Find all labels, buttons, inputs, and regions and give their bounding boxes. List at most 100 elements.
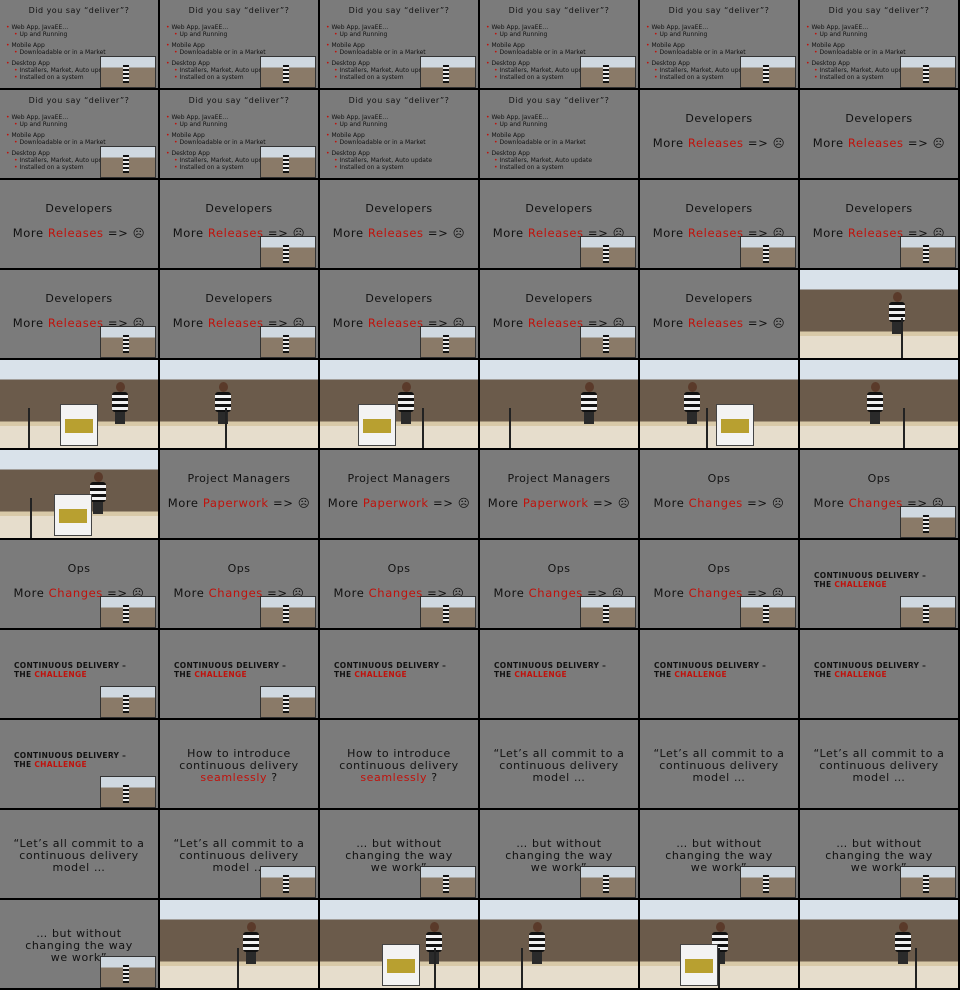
bullet-item: Downloadable or in a Market [326, 49, 432, 56]
slide-title: Developers [205, 202, 273, 215]
microphone-stand [434, 948, 436, 988]
highlight-word: Releases [47, 316, 104, 330]
slide-title: Developers [205, 292, 273, 305]
speaker-inset-thumbnail [740, 866, 796, 898]
speaker-legs [218, 412, 228, 424]
challenge-line1: CONTINUOUS DELIVERY – [494, 661, 607, 670]
commit-l1: “Let’s all commit to a [13, 837, 145, 850]
speaker-head [893, 292, 902, 302]
video-frame: Developers More Releases => ☹ [800, 90, 958, 178]
speaker-shirt [581, 392, 597, 412]
video-frame [640, 360, 798, 448]
sad-face-tail: => ☹ [747, 136, 786, 150]
slide-title: Developers [365, 202, 433, 215]
commit-text: “Let’s all commit to a continuous deliver… [4, 838, 154, 874]
conference-banner [680, 944, 718, 986]
slide-title: Developers [845, 112, 913, 125]
commit-l1: “Let’s all commit to a [813, 747, 945, 760]
speaker-inset-thumbnail [420, 866, 476, 898]
challenge-the: THE [494, 669, 512, 679]
video-frame: Did you say “deliver”? Web App, JavaEE…Up… [320, 90, 478, 178]
speaker-legs [870, 412, 880, 424]
video-frame [320, 900, 478, 988]
challenge-line2: THE CHALLENGE [14, 670, 126, 680]
video-frame: How to introduce continuous delivery seaml… [320, 720, 478, 808]
commit-l1: “Let’s all commit to a [493, 747, 625, 760]
commit-l3: model … [532, 771, 586, 784]
challenge-line1: CONTINUOUS DELIVERY – [334, 661, 447, 670]
slide-title: Did you say “deliver”? [828, 6, 930, 15]
video-frame: Ops More Changes => ☹ [320, 540, 478, 628]
bullet-item: Downloadable or in a Market [326, 139, 432, 146]
introduce-l2: continuous delivery [339, 759, 459, 772]
video-frame: CONTINUOUS DELIVERY – THE CHALLENGE [0, 630, 158, 718]
video-frame: Developers More Releases => ☹ [320, 270, 478, 358]
speaker-shirt [112, 392, 128, 412]
bullet-item: Desktop App [486, 60, 592, 67]
video-frame: Ops More Changes => ☹ [640, 450, 798, 538]
video-frame: “Let’s all commit to a continuous deliver… [0, 810, 158, 898]
video-frame: … but without changing the way we work” [800, 810, 958, 898]
bullet-item: Desktop App [806, 60, 912, 67]
more-label: More [653, 496, 685, 510]
bullet-item: Installers, Market, Auto update [6, 157, 112, 164]
speaker-figure [684, 382, 700, 424]
bullet-item: Up and Running [646, 31, 752, 38]
bullet-item: Up and Running [326, 121, 432, 128]
challenge-heading: CONTINUOUS DELIVERY – THE CHALLENGE [174, 661, 286, 679]
speaker-shirt [215, 392, 231, 412]
sad-face-tail: => ☹ [907, 136, 946, 150]
bullet-item: Installers, Market, Auto update [6, 67, 112, 74]
video-frame: Ops More Changes => ☹ [160, 540, 318, 628]
bullet-item: Installers, Market, Auto update [806, 67, 912, 74]
slide-title: Did you say “deliver”? [188, 6, 290, 15]
bullet-item: Web App, JavaEE… [166, 114, 272, 121]
more-label: More [492, 226, 524, 240]
challenge-the: THE [814, 669, 832, 679]
speaker-shirt [398, 392, 414, 412]
video-frame: Did you say “deliver”? Web App, JavaEE…Up… [0, 0, 158, 88]
without-l2: changing the way [345, 849, 453, 862]
bullet-item: Downloadable or in a Market [6, 49, 112, 56]
bullet-item: Mobile App [326, 42, 432, 49]
speaker-inset-thumbnail [260, 596, 316, 628]
lectern-desk [800, 336, 958, 358]
video-frame: Did you say “deliver”? Web App, JavaEE…Up… [160, 0, 318, 88]
more-line: More Releases => ☹ [640, 316, 798, 330]
without-l3: we work” [530, 861, 588, 874]
speaker-legs [532, 952, 542, 964]
bullet-item: Installed on a system [486, 164, 592, 171]
lectern-desk [320, 426, 478, 448]
bullet-item: Web App, JavaEE… [646, 24, 752, 31]
introduce-q: ? [271, 771, 278, 784]
slide-title: Did you say “deliver”? [508, 6, 610, 15]
bullet-item: Mobile App [326, 132, 432, 139]
microphone-stand [706, 408, 708, 448]
microphone-stand [901, 318, 903, 358]
speaker-inset-thumbnail [260, 56, 316, 88]
bullet-item: Mobile App [486, 132, 592, 139]
bullet-item: Web App, JavaEE… [6, 114, 112, 121]
speaker-legs [115, 412, 125, 424]
video-frame: Developers More Releases => ☹ [640, 90, 798, 178]
speaker-inset-thumbnail [100, 776, 156, 808]
slide-title: Did you say “deliver”? [348, 6, 450, 15]
speaker-inset-thumbnail [900, 56, 956, 88]
bullet-item: Installers, Market, Auto update [326, 67, 432, 74]
video-frame: … but without changing the way we work” [480, 810, 638, 898]
speaker-inset-thumbnail [420, 326, 476, 358]
speaker-head [899, 922, 908, 932]
sad-face-tail: => ☹ [592, 496, 631, 510]
bullet-item: Desktop App [6, 60, 112, 67]
bullet-item: Downloadable or in a Market [486, 139, 592, 146]
bullet-item: Installed on a system [166, 164, 272, 171]
highlight-word: Releases [687, 226, 744, 240]
speaker-legs [584, 412, 594, 424]
highlight-word: Changes [48, 586, 103, 600]
commit-l2: continuous delivery [819, 759, 939, 772]
slide-title: Ops [707, 562, 731, 575]
microphone-stand [915, 948, 917, 988]
slide-title: Developers [525, 202, 593, 215]
bullet-list: Web App, JavaEE…Up and Running Mobile App… [806, 20, 912, 81]
more-line: More Changes => ☹ [640, 496, 798, 510]
